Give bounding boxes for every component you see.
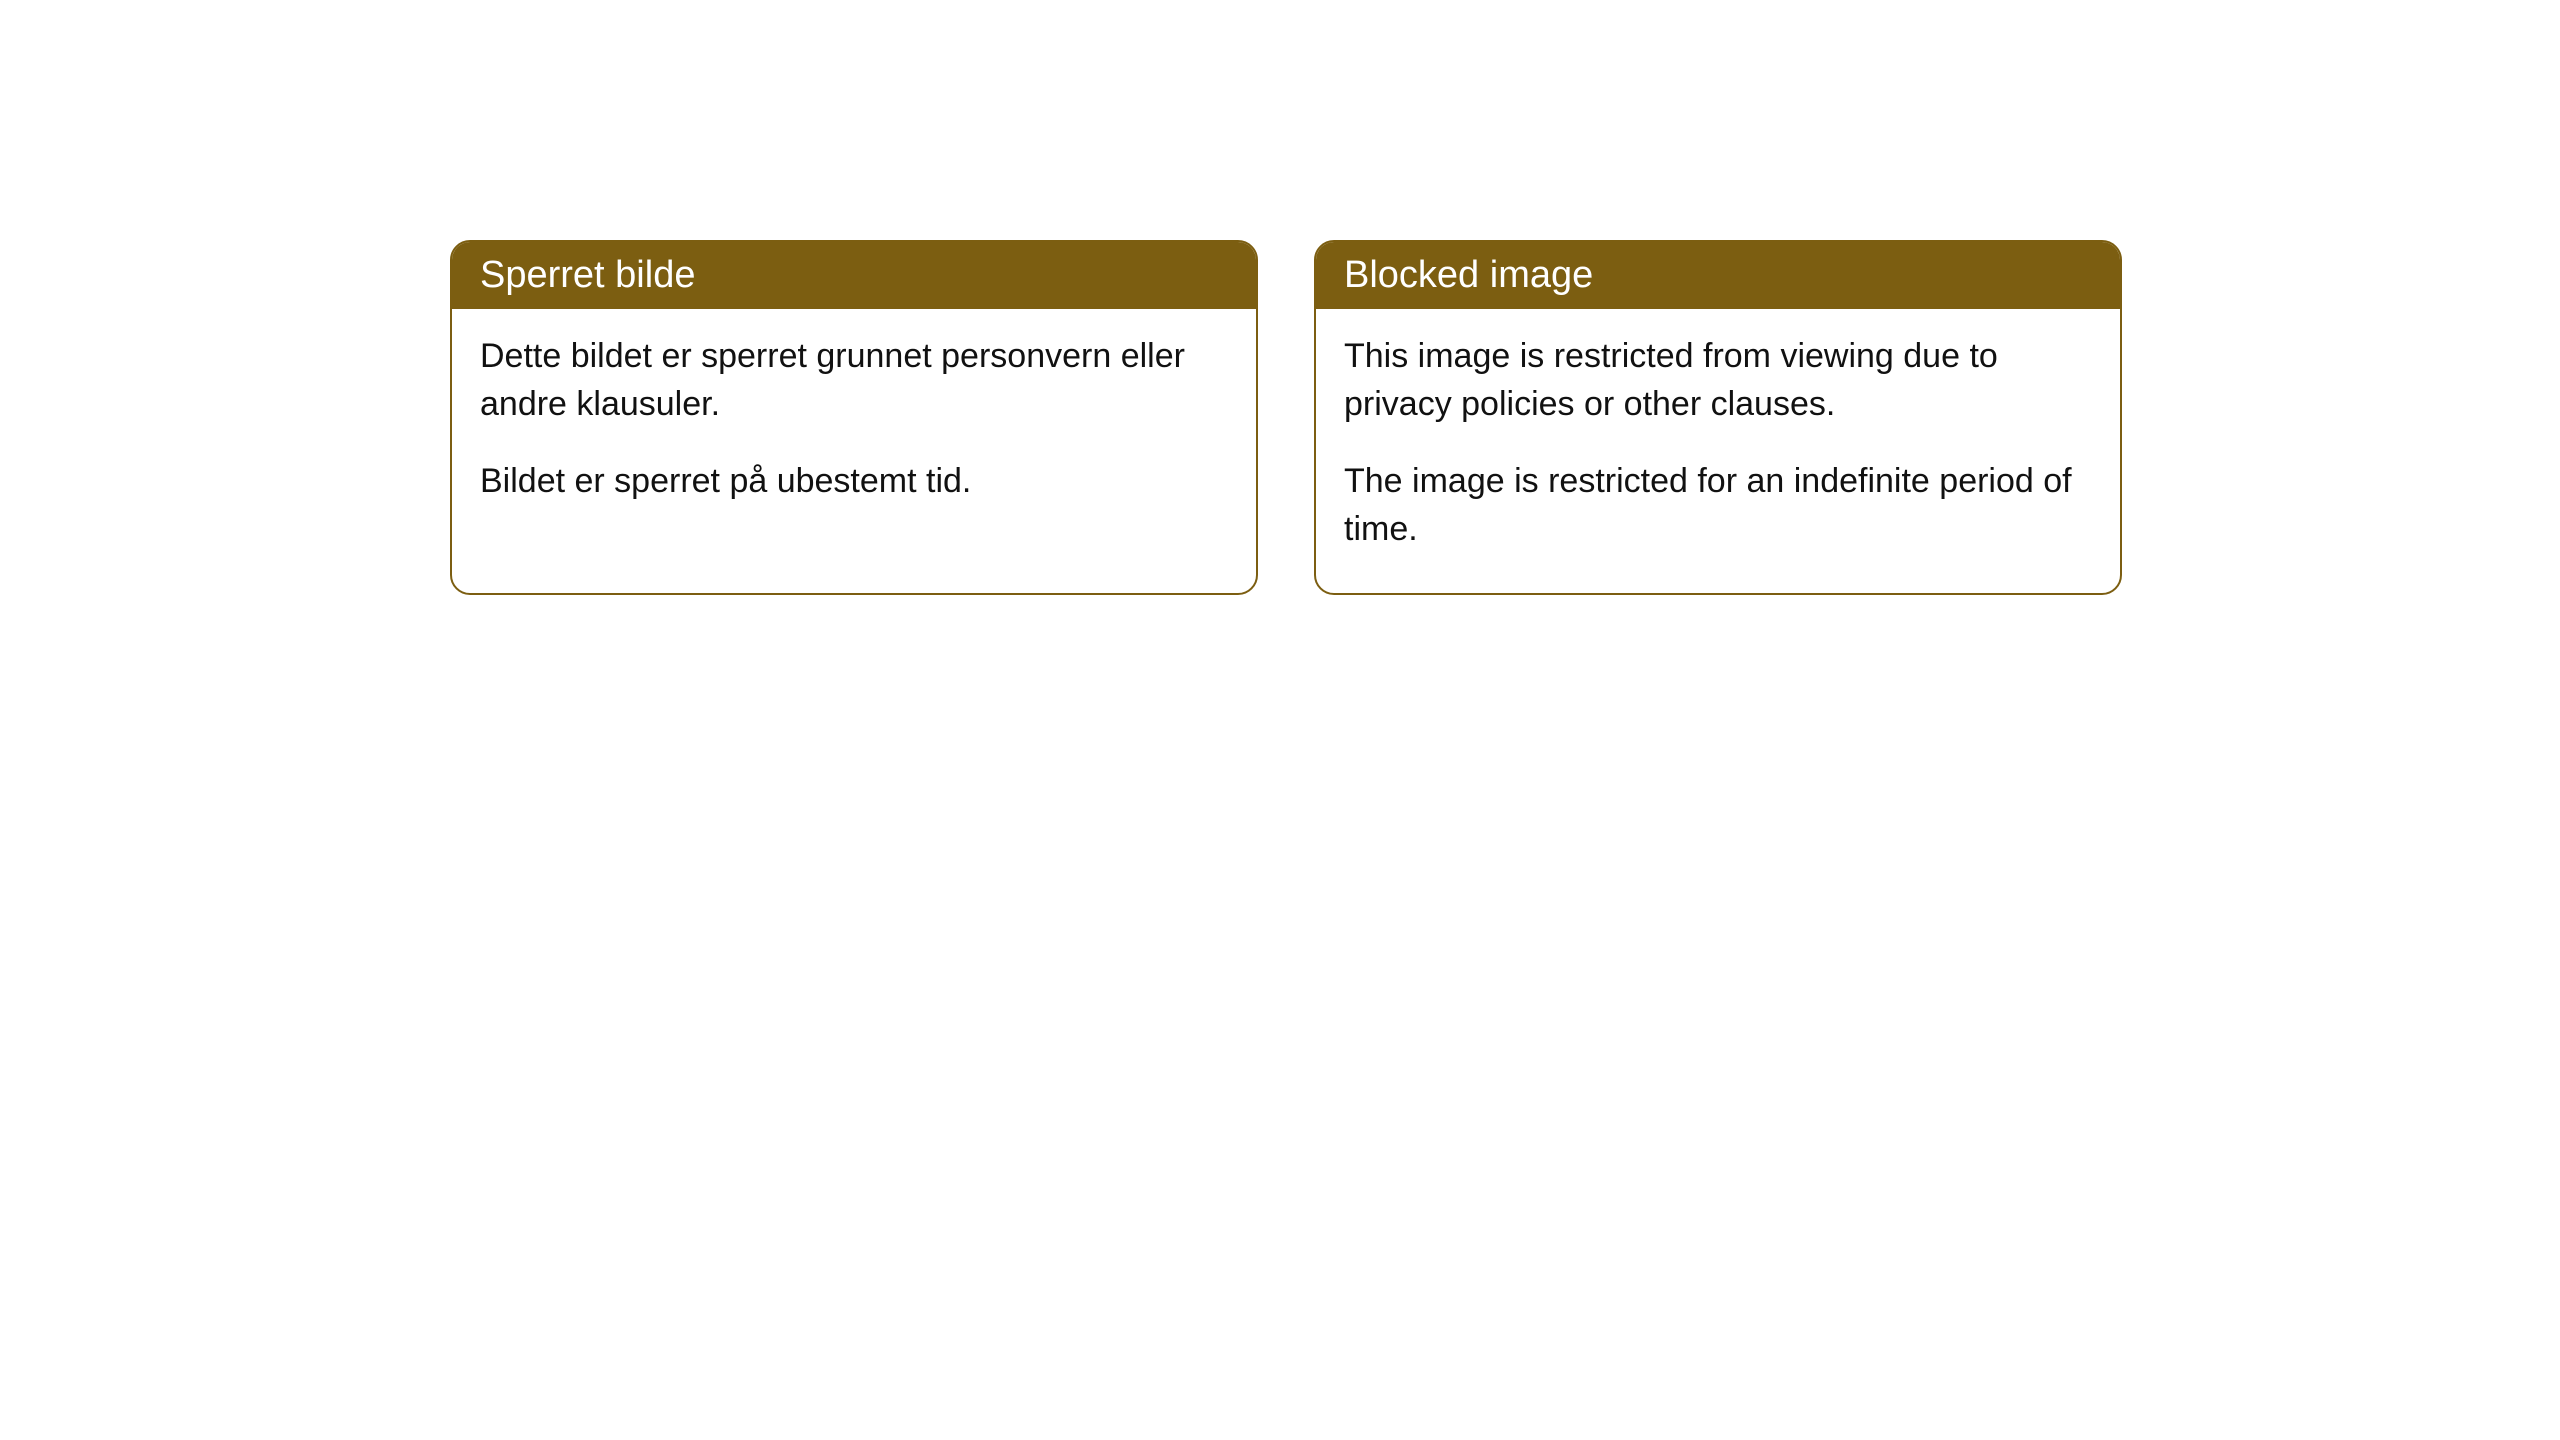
- card-header-norwegian: Sperret bilde: [452, 242, 1256, 309]
- card-paragraph-2-english: The image is restricted for an indefinit…: [1344, 458, 2092, 553]
- card-header-english: Blocked image: [1316, 242, 2120, 309]
- card-body-norwegian: Dette bildet er sperret grunnet personve…: [452, 309, 1256, 546]
- notice-cards-container: Sperret bilde Dette bildet er sperret gr…: [450, 240, 2122, 595]
- card-paragraph-1-norwegian: Dette bildet er sperret grunnet personve…: [480, 333, 1228, 428]
- blocked-image-card-norwegian: Sperret bilde Dette bildet er sperret gr…: [450, 240, 1258, 595]
- card-body-english: This image is restricted from viewing du…: [1316, 309, 2120, 593]
- blocked-image-card-english: Blocked image This image is restricted f…: [1314, 240, 2122, 595]
- card-paragraph-1-english: This image is restricted from viewing du…: [1344, 333, 2092, 428]
- card-paragraph-2-norwegian: Bildet er sperret på ubestemt tid.: [480, 458, 1228, 506]
